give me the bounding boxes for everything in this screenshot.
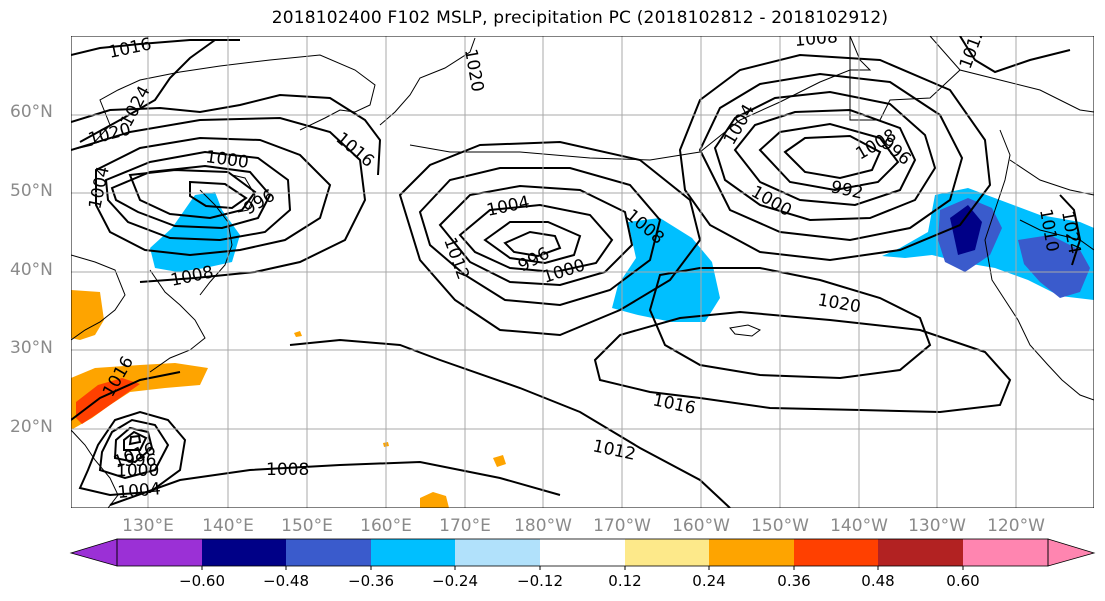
shade-darkblue-east-2 (1018, 235, 1090, 298)
shade-orange-bottom (420, 492, 449, 508)
colorbar-cell (794, 539, 878, 566)
lat-label: 40°N (10, 260, 53, 280)
colorbar-cell (286, 539, 371, 566)
isobar-1000-typhoon (98, 418, 170, 480)
lon-label: 170°W (593, 516, 651, 536)
lon-label: 140°W (830, 516, 888, 536)
isobar-1012-japan (95, 136, 332, 257)
lon-label: 150°E (281, 516, 333, 536)
isobar-1000-east (733, 108, 917, 207)
colorbar-tick: 0.24 (692, 572, 726, 590)
isobar-1000-japan (128, 168, 257, 220)
isobar-1008-japan (104, 150, 292, 242)
isobar-label: 1000 (116, 461, 159, 481)
shade-navy-east (950, 205, 982, 255)
colorbar-tick: −0.24 (432, 572, 478, 590)
colorbar-cell (625, 539, 709, 566)
isobar-label: 996 (124, 451, 156, 471)
map-area: 1016 1020 1024 1020 1004 1000 996 1008 1… (71, 27, 1094, 508)
isobar-1024-nw (79, 39, 216, 143)
isobar-1004-japan (110, 164, 272, 230)
colorbar-cell (963, 539, 1048, 566)
colorbar-extend-high (1048, 539, 1094, 566)
isobar-1012-central (398, 140, 702, 337)
lon-label: 130°E (122, 516, 174, 536)
isobar-label: 1004 (117, 479, 162, 503)
isobar-1008-sub (109, 460, 561, 506)
colorbar-cell (117, 539, 202, 566)
colorbar-cell (878, 539, 963, 566)
lon-label: 170°E (439, 516, 491, 536)
colorbar-cell (371, 539, 455, 566)
isobar-label: 1008 (266, 460, 309, 480)
isobar-1024-east (1059, 194, 1082, 266)
isobar-996-central (483, 221, 582, 265)
colorbar-tick: −0.48 (263, 572, 309, 590)
isobar-1004-east (713, 90, 937, 222)
lat-label: 20°N (10, 417, 53, 437)
colorbar-tick: 0.12 (608, 572, 642, 590)
isobar-1020-sub (648, 267, 932, 380)
lat-label: 50°N (10, 181, 53, 201)
isobar-1020-nw (71, 93, 382, 176)
shade-orange-south (71, 363, 208, 430)
isobar-1016-japan (71, 116, 367, 283)
isobars (71, 36, 1082, 508)
colorbar-cell (455, 539, 540, 566)
colorbar-cell (202, 539, 286, 566)
colorbar-outline (69, 538, 1096, 567)
isobar-1016-nw (71, 39, 240, 56)
colorbar-extend-low (71, 539, 117, 566)
isobar-label: 1008 (794, 27, 839, 51)
shade-orange-west (71, 290, 104, 340)
map-title: 2018102400 F102 MSLP, precipitation PC (… (271, 8, 889, 28)
lon-label: 160°W (672, 516, 730, 536)
colorbar-tick: −0.36 (348, 572, 394, 590)
isobar-992-typhoon (123, 430, 148, 451)
lat-label: 30°N (10, 338, 53, 358)
colorbar-tick: −0.60 (179, 572, 225, 590)
lat-label: 60°N (10, 102, 53, 122)
lon-label: 180°W (514, 516, 572, 536)
lon-label: 160°E (360, 516, 412, 536)
colorbar-tick: 0.60 (946, 572, 980, 590)
colorbar-cell (709, 539, 794, 566)
shade-red-south (76, 378, 140, 424)
isobar-1016-ne (959, 36, 1071, 74)
isobar-992-central (503, 230, 562, 258)
isobar-1016-west (71, 371, 181, 421)
isobar-1012-east (678, 53, 992, 262)
shade-orange-small-1 (294, 331, 302, 337)
colorbar-tick: 0.36 (777, 572, 811, 590)
isobar-996-east (758, 122, 900, 192)
isobar-992-east (783, 134, 882, 180)
colorbar-tick: −0.12 (517, 572, 563, 590)
lon-label: 140°E (202, 516, 254, 536)
shade-orange-small-2 (493, 455, 506, 467)
lon-label: 120°W (987, 516, 1045, 536)
colorbar-tick: 0.48 (861, 572, 895, 590)
graticule (71, 36, 1094, 508)
lon-label: 150°W (751, 516, 809, 536)
isobar-988-typhoon (128, 434, 142, 446)
colorbar (69, 538, 1096, 570)
isobar-1004-central (438, 184, 634, 287)
lon-label: 130°W (908, 516, 966, 536)
colorbar-cell (540, 539, 625, 566)
isobar-1000-central (458, 203, 614, 274)
isobar-996-japan (189, 180, 248, 210)
isobar-1004-typhoon (78, 410, 187, 497)
isobar-1012-sub (289, 338, 731, 508)
isobar-1016-sub (593, 310, 1012, 414)
shade-blue-pacific-center (612, 218, 720, 322)
